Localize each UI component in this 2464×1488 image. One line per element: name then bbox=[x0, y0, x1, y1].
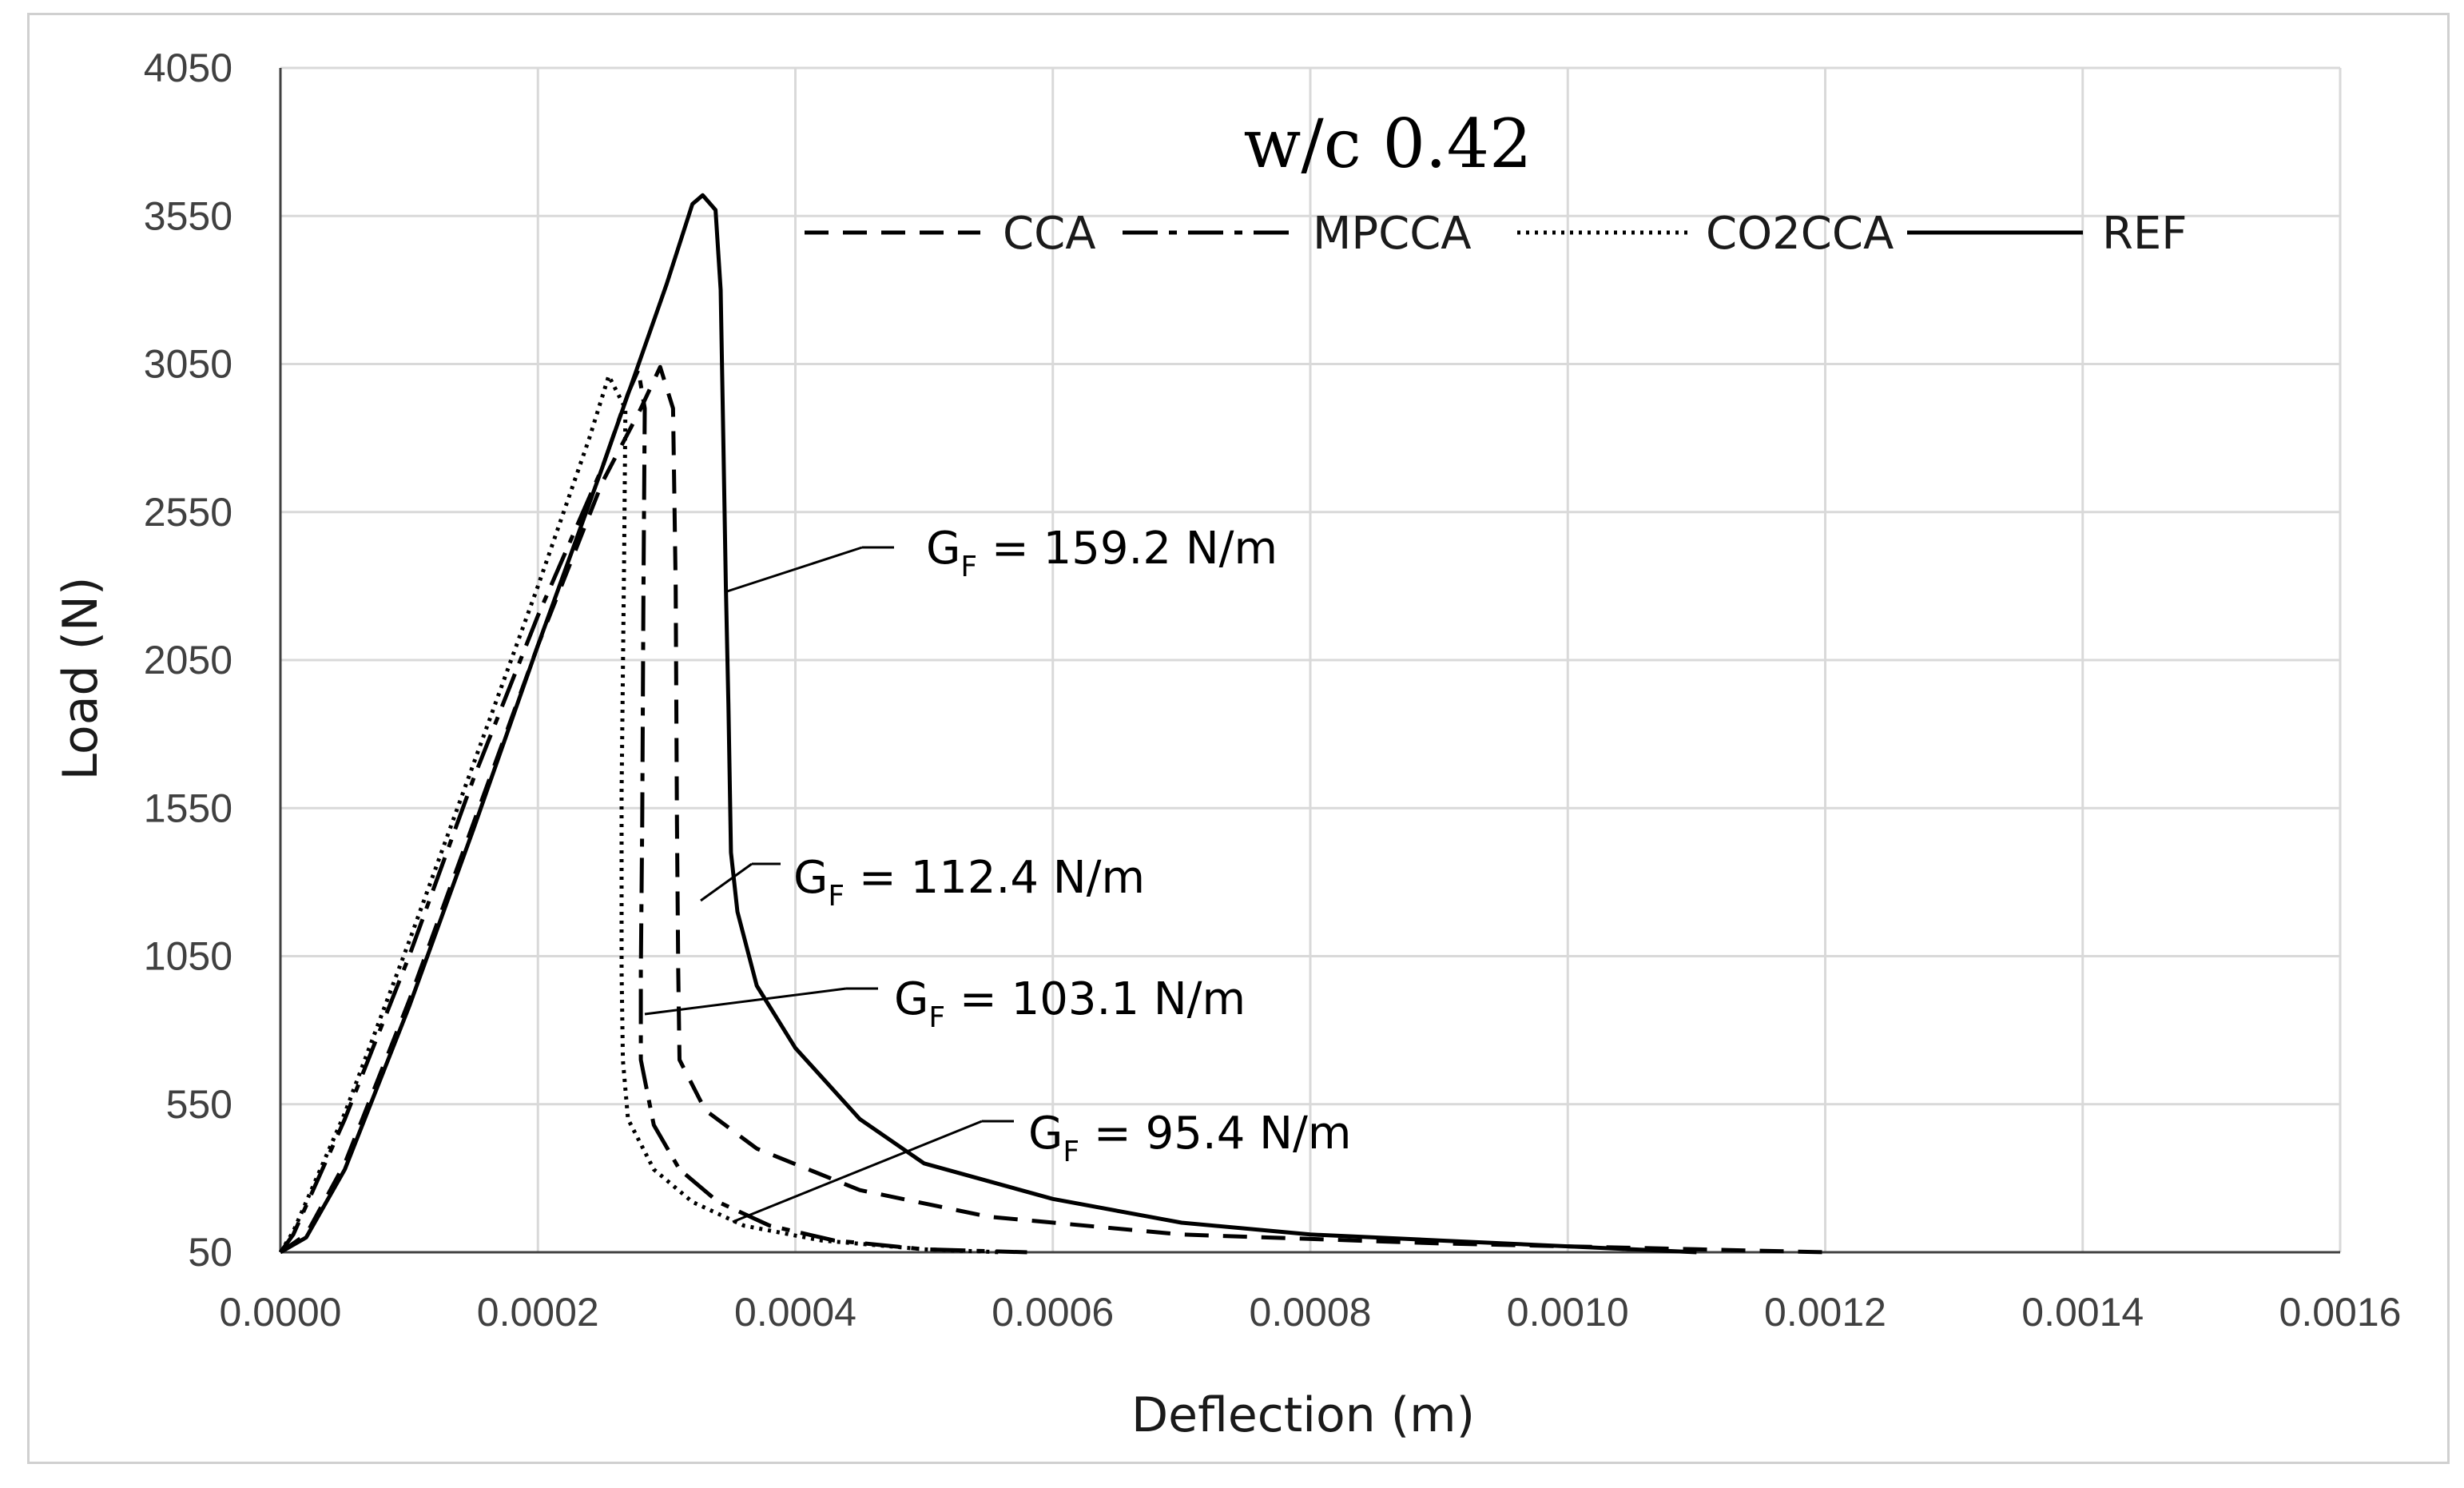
y-axis-title: Load (N) bbox=[53, 577, 109, 781]
chart-title: w/c 0.42 bbox=[1244, 105, 1532, 183]
annotation-label: GF = 159.2 N/m bbox=[926, 523, 1278, 583]
x-tick-label: 0.0006 bbox=[992, 1290, 1114, 1335]
x-tick-label: 0.0000 bbox=[220, 1290, 342, 1335]
x-tick-label: 0.0004 bbox=[734, 1290, 856, 1335]
annotation-leader bbox=[700, 862, 753, 902]
x-tick-label: 0.0016 bbox=[2279, 1290, 2402, 1335]
annotation-label: GF = 112.4 N/m bbox=[793, 852, 1145, 913]
axis-layer: 50 550 1050 1550 2050 2550 3050 3550 4050 0.0000 0… bbox=[144, 46, 2402, 1335]
y-tick-label: 4050 bbox=[144, 46, 232, 90]
x-tick-label: 0.0010 bbox=[1507, 1290, 1629, 1335]
annotation-label: GF = 95.4 N/m bbox=[1028, 1108, 1351, 1168]
y-tick-label: 50 bbox=[188, 1230, 232, 1275]
y-tick-label: 3550 bbox=[144, 193, 232, 238]
series-line-cca bbox=[279, 364, 1826, 1255]
x-tick-label: 0.0012 bbox=[1764, 1290, 1886, 1335]
y-tick-label: 2550 bbox=[144, 490, 232, 535]
y-tick-label: 3050 bbox=[144, 342, 232, 387]
y-tick-label: 550 bbox=[166, 1082, 232, 1127]
y-tick-label: 1550 bbox=[144, 786, 232, 830]
y-tick-label: 1050 bbox=[144, 934, 232, 979]
x-tick-label: 0.0008 bbox=[1250, 1290, 1372, 1335]
x-tick-label: 0.0014 bbox=[2021, 1290, 2144, 1335]
grid-layer bbox=[279, 66, 2342, 1254]
series-line-ref bbox=[279, 193, 1697, 1255]
legend-label-cca: CCA bbox=[1003, 208, 1096, 260]
y-tick-label: 2050 bbox=[144, 638, 232, 682]
annotation-leader bbox=[644, 987, 847, 1016]
annotation-leader bbox=[724, 546, 863, 594]
annotation-leader bbox=[732, 1120, 983, 1223]
x-tick-label: 0.0002 bbox=[477, 1290, 599, 1335]
legend-label-mpcca: MPCCA bbox=[1313, 208, 1472, 260]
annotation-label: GF = 103.1 N/m bbox=[894, 973, 1246, 1034]
chart-frame: 50 550 1050 1550 2050 2550 3050 3550 4050 0.0000 0… bbox=[27, 13, 2450, 1464]
chart-svg: 50 550 1050 1550 2050 2550 3050 3550 4050 0.0000 0… bbox=[53, 46, 2402, 1443]
legend-label-co2cca: CO2CCA bbox=[1706, 208, 1894, 260]
legend: CCA MPCCA CO2CCA REF bbox=[805, 208, 2188, 260]
annotation-layer: GF = 159.2 N/m GF = 112.4 N/m GF = 103.1 N… bbox=[644, 523, 1351, 1223]
x-axis-title: Deflection (m) bbox=[1131, 1387, 1475, 1443]
legend-label-ref: REF bbox=[2102, 208, 2188, 260]
series-line-mpcca bbox=[278, 368, 1027, 1255]
